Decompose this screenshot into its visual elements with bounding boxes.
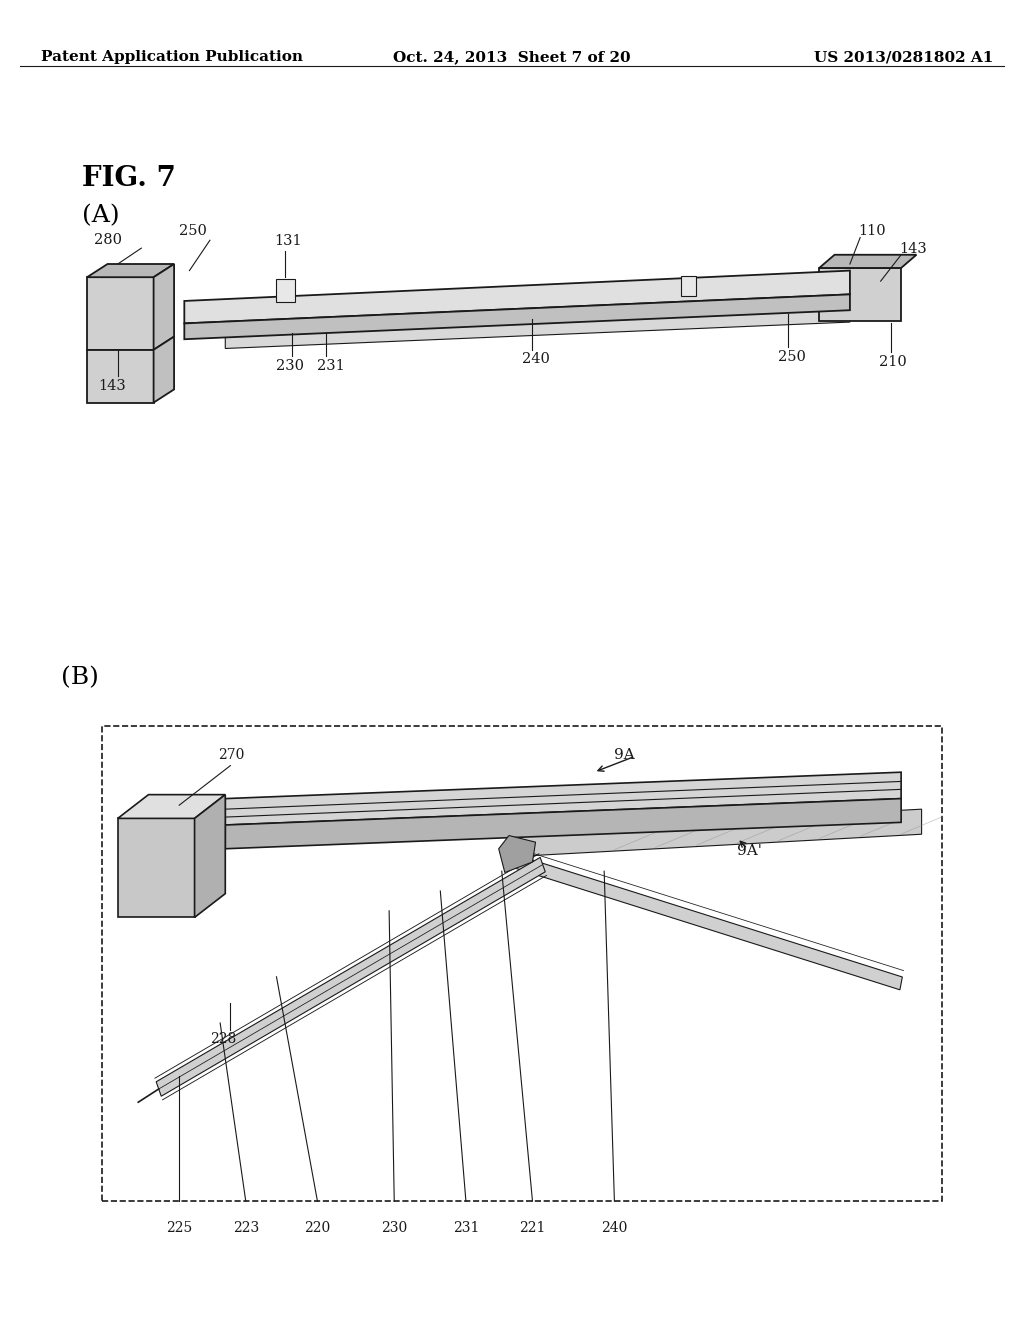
Text: 230: 230 <box>381 1221 408 1236</box>
Text: 9A': 9A' <box>737 845 762 858</box>
Text: 131: 131 <box>274 234 302 248</box>
Text: 240: 240 <box>522 352 550 367</box>
Polygon shape <box>118 818 195 917</box>
Text: 240: 240 <box>601 1221 628 1236</box>
Polygon shape <box>225 306 850 348</box>
Text: 250: 250 <box>778 350 806 364</box>
Polygon shape <box>681 276 696 296</box>
Text: 270: 270 <box>218 747 245 762</box>
Text: US 2013/0281802 A1: US 2013/0281802 A1 <box>814 50 993 65</box>
Polygon shape <box>184 294 850 339</box>
Text: 280: 280 <box>94 232 122 247</box>
Text: 210: 210 <box>879 355 906 370</box>
Polygon shape <box>512 809 922 857</box>
Text: 231: 231 <box>453 1221 479 1236</box>
Text: 110: 110 <box>858 223 886 238</box>
Text: Oct. 24, 2013  Sheet 7 of 20: Oct. 24, 2013 Sheet 7 of 20 <box>393 50 631 65</box>
Text: 223: 223 <box>232 1221 259 1236</box>
Text: 221: 221 <box>519 1221 546 1236</box>
Polygon shape <box>118 795 225 818</box>
Text: 220: 220 <box>304 1221 331 1236</box>
Polygon shape <box>516 855 902 990</box>
Polygon shape <box>87 350 154 403</box>
Text: FIG. 7: FIG. 7 <box>82 165 176 191</box>
Polygon shape <box>225 772 901 825</box>
Polygon shape <box>87 264 174 277</box>
Text: 143: 143 <box>899 242 927 256</box>
Polygon shape <box>195 795 225 917</box>
Polygon shape <box>154 337 174 403</box>
Text: 250: 250 <box>179 223 207 238</box>
Text: 225: 225 <box>166 1221 193 1236</box>
Polygon shape <box>225 799 901 849</box>
Polygon shape <box>276 279 295 302</box>
Text: (B): (B) <box>61 667 99 689</box>
Polygon shape <box>184 271 850 323</box>
Text: 9A: 9A <box>614 748 635 762</box>
Text: (A): (A) <box>82 205 120 227</box>
Polygon shape <box>499 836 536 873</box>
Polygon shape <box>87 277 154 350</box>
Text: 228: 228 <box>210 1032 237 1047</box>
Text: 231: 231 <box>317 359 345 374</box>
Polygon shape <box>154 264 174 350</box>
Text: 230: 230 <box>276 359 304 374</box>
Polygon shape <box>157 858 545 1096</box>
Text: Patent Application Publication: Patent Application Publication <box>41 50 303 65</box>
Polygon shape <box>819 255 916 268</box>
Polygon shape <box>819 268 901 321</box>
Text: 143: 143 <box>98 379 126 393</box>
